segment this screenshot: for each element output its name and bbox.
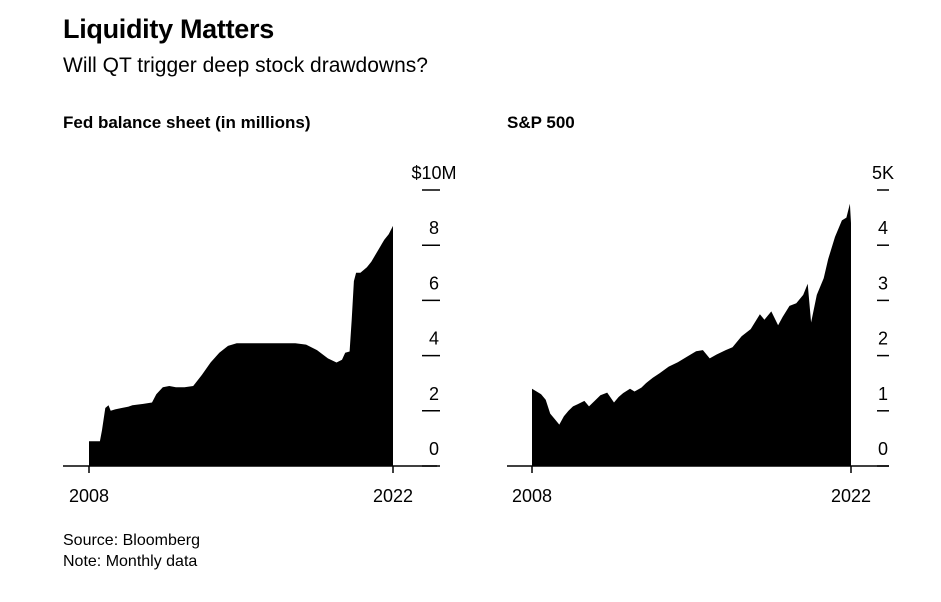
y-tick-label: 1 [878,384,888,404]
y-tick-label: 2 [429,384,439,404]
y-tick-label: 8 [429,218,439,238]
fed-chart-title: Fed balance sheet (in millions) [63,113,311,132]
x-tick-label: 2022 [831,486,871,506]
x-tick-label: 2022 [373,486,413,506]
footnote: Note: Monthly data [63,553,198,570]
sp500-chart-title: S&P 500 [507,113,575,132]
y-tick-label: 4 [429,329,439,349]
y-tick-label: 3 [878,273,888,293]
x-tick-label: 2008 [512,486,552,506]
area-series [532,203,851,467]
sp500-chart: 0 1 2 3 4 5K 2008 2022 [507,163,894,506]
x-tick-label: 2008 [69,486,109,506]
y-tick-label: 0 [429,439,439,459]
source-note: Source: Bloomberg [63,532,200,549]
y-tick-label: 4 [878,218,888,238]
y-tick-label: $10M [411,163,456,183]
area-series [89,225,393,466]
page-title: Liquidity Matters [63,14,274,44]
y-tick-label: 2 [878,329,888,349]
y-tick-label: 5K [872,163,894,183]
y-tick-label: 6 [429,273,439,293]
y-tick-label: 0 [878,439,888,459]
page-subtitle: Will QT trigger deep stock drawdowns? [63,54,428,77]
fed-balance-sheet-chart: 0 2 4 6 8 $10M 2008 2022 [63,163,457,506]
